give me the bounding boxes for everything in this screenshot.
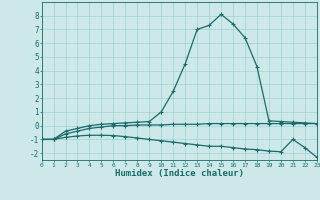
X-axis label: Humidex (Indice chaleur): Humidex (Indice chaleur) xyxy=(115,169,244,178)
